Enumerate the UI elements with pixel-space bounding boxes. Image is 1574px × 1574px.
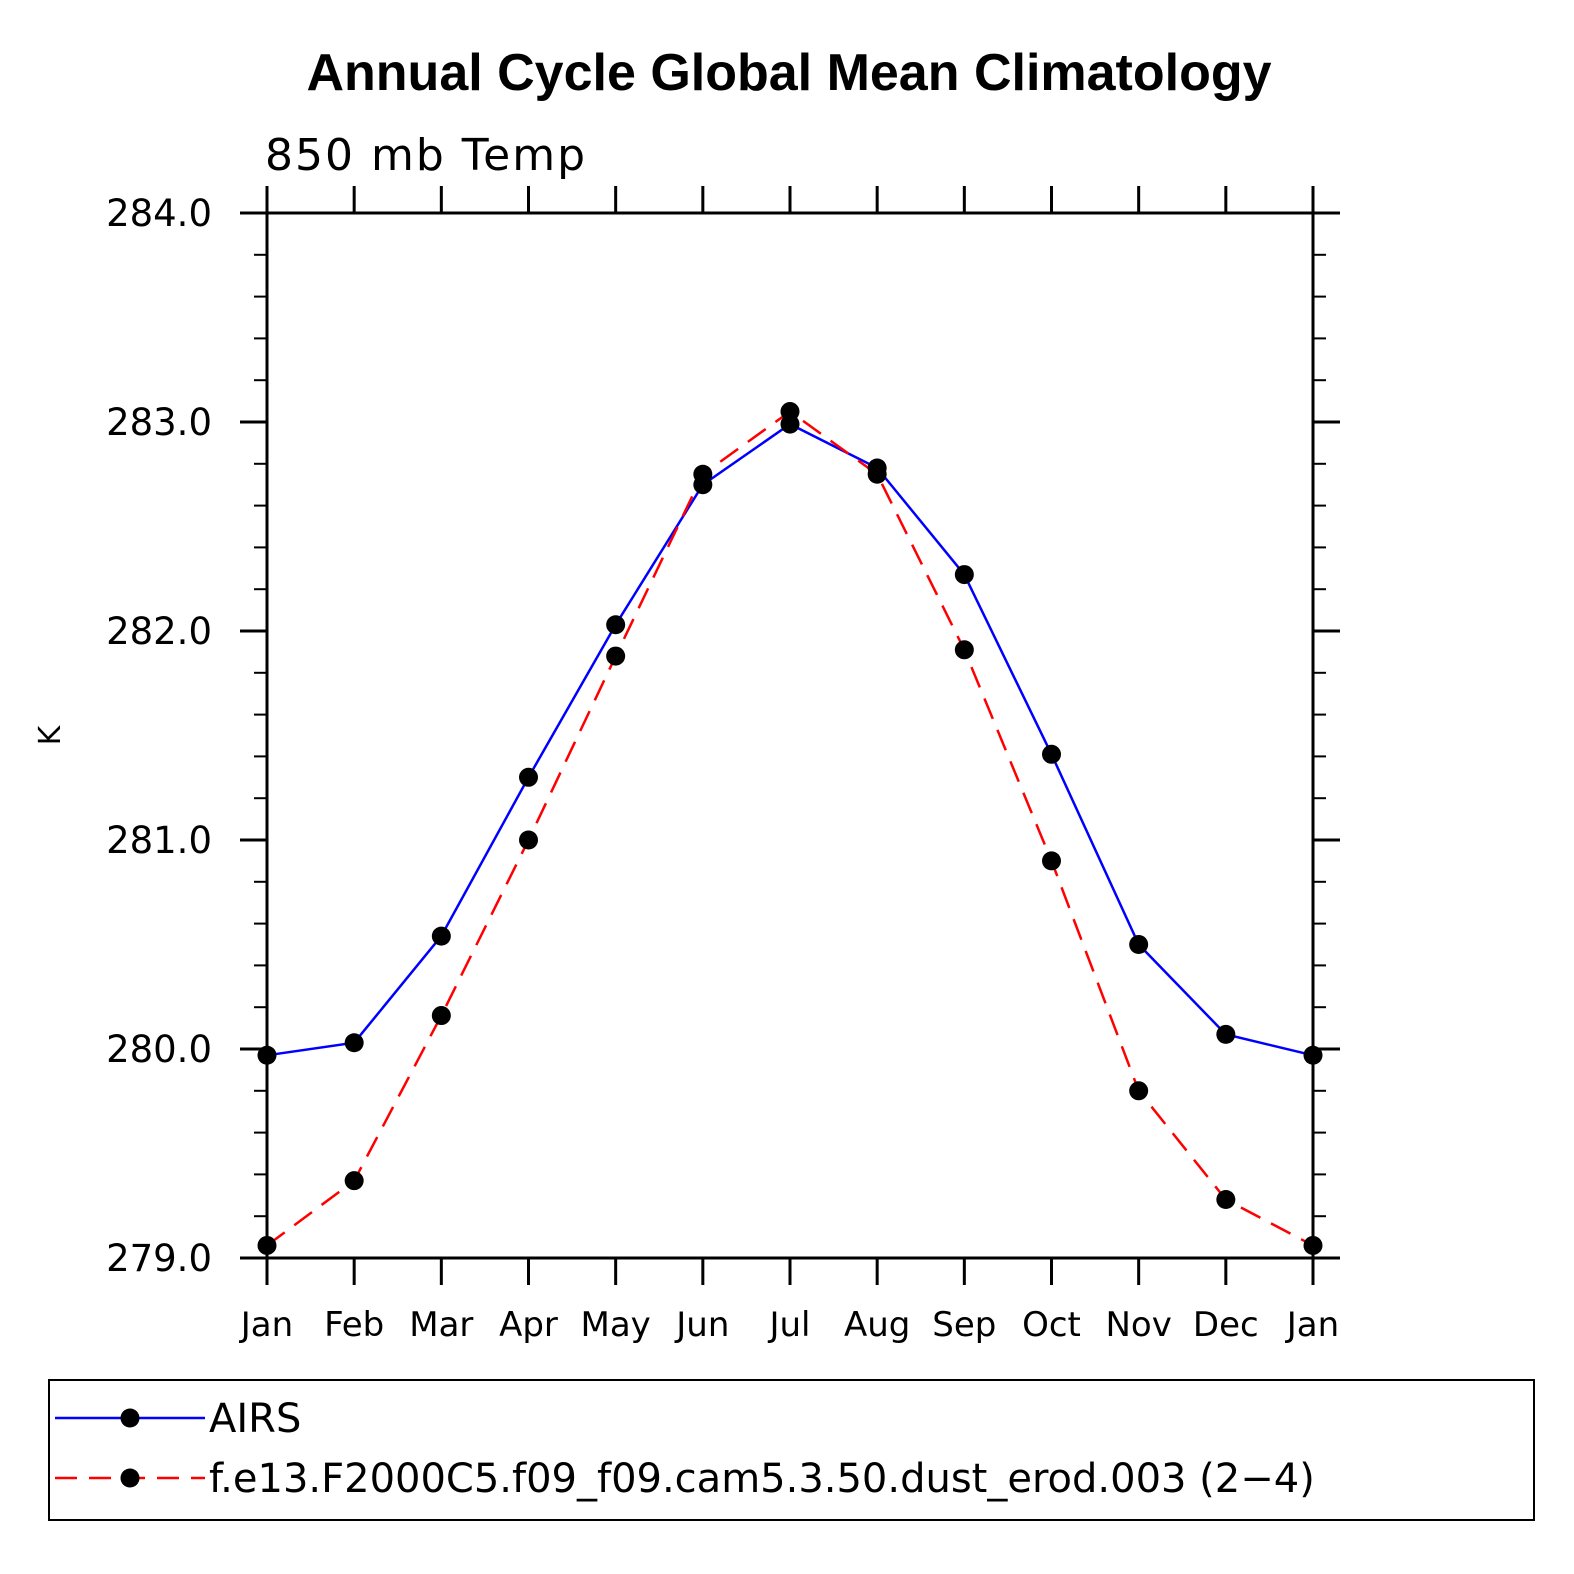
- x-tick-label: Jan: [1285, 1305, 1339, 1345]
- series-line-2: [266, 409, 1314, 1247]
- series-2-point: [344, 1171, 364, 1191]
- chart-subtitle: 850 mb Temp: [265, 130, 587, 181]
- series-1-point: [344, 1033, 364, 1053]
- series-1-point: [431, 926, 451, 946]
- y-tick-label: 283.0: [106, 401, 212, 444]
- series-2-point: [693, 464, 713, 484]
- series-1-point: [257, 1045, 277, 1065]
- x-tick-label: Mar: [409, 1305, 473, 1345]
- y-tick-label: 279.0: [106, 1237, 212, 1280]
- series-2-point: [954, 640, 974, 660]
- series-1-point: [1129, 935, 1149, 954]
- series-2-point: [519, 830, 538, 850]
- x-tick-label: Jun: [674, 1305, 729, 1345]
- plot-frame: [265, 211, 1315, 1260]
- series-2-point: [606, 646, 626, 666]
- series-2-point: [780, 402, 800, 422]
- series-2-point: [1042, 851, 1061, 871]
- axes: [240, 186, 1340, 1285]
- series-1-point: [519, 767, 538, 787]
- legend: AIRS f.e13.F2000C5.f09_f09.cam5.3.50.dust…: [48, 1379, 1535, 1521]
- chart-title: Annual Cycle Global Mean Climatology: [306, 44, 1271, 102]
- series-1-point: [1216, 1024, 1236, 1044]
- x-tick-label: Apr: [499, 1305, 558, 1345]
- x-tick-label: Feb: [324, 1305, 384, 1345]
- x-tick-label: May: [581, 1305, 651, 1345]
- series-1-point: [606, 615, 626, 635]
- x-tick-label: Dec: [1193, 1305, 1259, 1345]
- series-lines: [266, 409, 1314, 1247]
- legend-marker-1: [120, 1408, 140, 1428]
- tick-labels: 279.0 280.0 281.0 282.0 283.0 284.0 Jan Feb Mar A…: [106, 192, 1339, 1345]
- x-tick-label: Jul: [767, 1305, 810, 1345]
- series-1-point: [1303, 1045, 1323, 1065]
- series-2-point: [1129, 1081, 1149, 1101]
- x-tick-label: Nov: [1105, 1305, 1171, 1345]
- y-tick-label: 280.0: [106, 1028, 212, 1071]
- series-markers: [257, 402, 1323, 1255]
- series-2-point: [867, 464, 887, 484]
- y-tick-label: 284.0: [106, 192, 212, 235]
- legend-label-1: AIRS: [209, 1396, 301, 1442]
- series-2-point: [1303, 1235, 1323, 1255]
- legend-box: [48, 1379, 1535, 1521]
- series-2-point: [1216, 1189, 1236, 1209]
- y-axis-label: K: [33, 724, 68, 745]
- legend-label-2: f.e13.F2000C5.f09_f09.cam5.3.50.dust_ero…: [209, 1456, 1315, 1502]
- x-tick-label: Aug: [844, 1305, 910, 1345]
- legend-items: AIRS f.e13.F2000C5.f09_f09.cam5.3.50.dust…: [55, 1396, 1315, 1502]
- series-1-point: [1042, 744, 1061, 764]
- series-2-point: [431, 1006, 451, 1026]
- x-tick-label: Oct: [1022, 1305, 1081, 1345]
- series-1-point: [954, 565, 974, 585]
- series-2-point: [257, 1235, 277, 1255]
- series-line-1: [266, 422, 1314, 1057]
- y-tick-label: 281.0: [106, 819, 212, 862]
- x-tick-label: Sep: [932, 1305, 996, 1345]
- legend-marker-2: [120, 1468, 140, 1488]
- x-tick-label: Jan: [239, 1305, 293, 1345]
- y-tick-label: 282.0: [106, 610, 212, 653]
